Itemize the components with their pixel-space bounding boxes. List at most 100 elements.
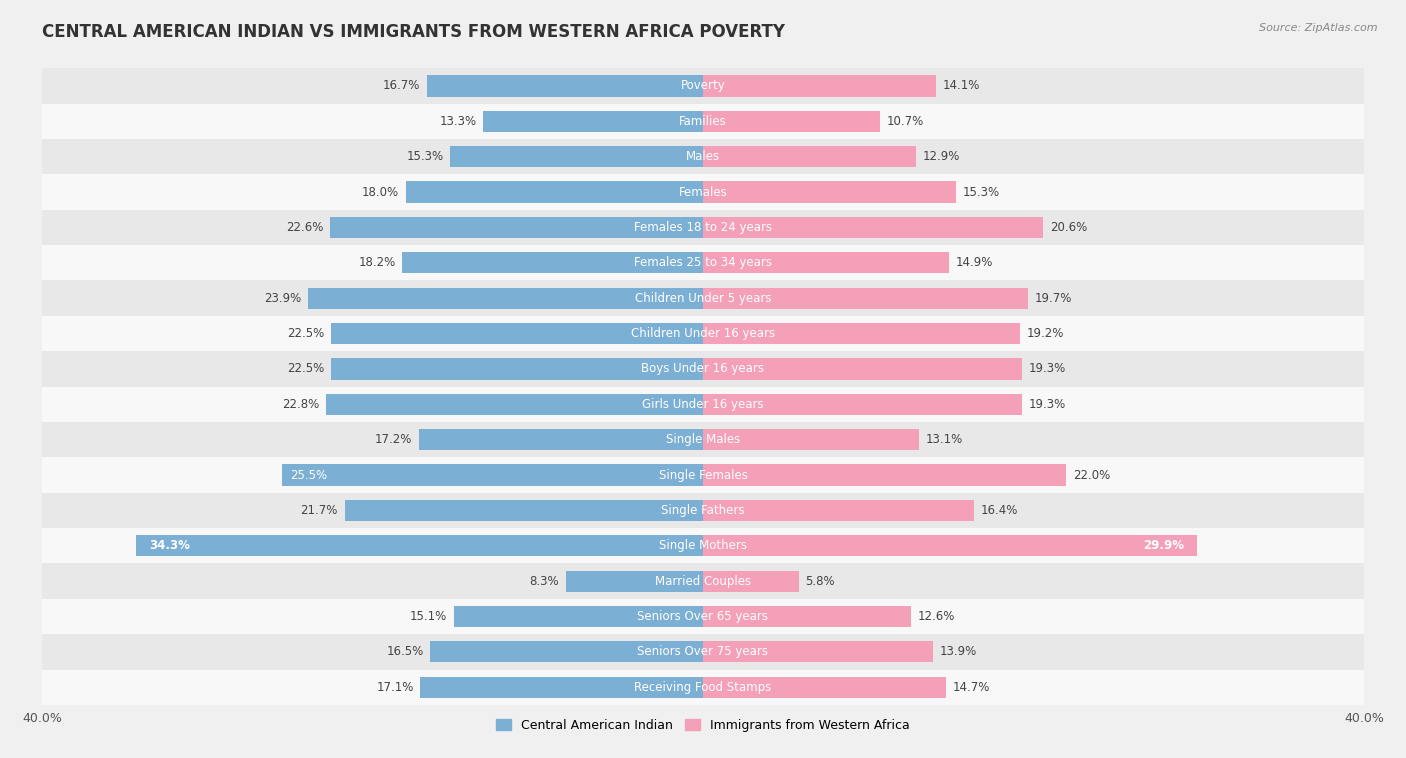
Text: Receiving Food Stamps: Receiving Food Stamps [634,681,772,694]
Legend: Central American Indian, Immigrants from Western Africa: Central American Indian, Immigrants from… [491,714,915,737]
Text: 29.9%: 29.9% [1143,539,1184,553]
Text: 16.7%: 16.7% [382,80,420,92]
Bar [344,500,703,521]
Bar [430,641,703,662]
Text: 16.4%: 16.4% [980,504,1018,517]
Text: 15.3%: 15.3% [962,186,1000,199]
Text: Females 25 to 34 years: Females 25 to 34 years [634,256,772,269]
Text: 22.8%: 22.8% [283,398,319,411]
Bar [450,146,703,168]
Bar [332,359,703,380]
Bar [402,252,703,274]
Bar [703,606,911,627]
Bar [42,104,1364,139]
Text: Seniors Over 75 years: Seniors Over 75 years [637,645,769,659]
Bar [42,387,1364,422]
Text: Girls Under 16 years: Girls Under 16 years [643,398,763,411]
Bar [42,563,1364,599]
Text: 22.5%: 22.5% [287,362,325,375]
Bar [703,500,974,521]
Bar [42,174,1364,210]
Text: 15.3%: 15.3% [406,150,444,163]
Bar [420,677,703,698]
Text: 19.3%: 19.3% [1028,362,1066,375]
Bar [42,599,1364,634]
Bar [405,181,703,202]
Text: 19.7%: 19.7% [1035,292,1073,305]
Text: 14.1%: 14.1% [942,80,980,92]
Bar [42,528,1364,563]
Bar [42,210,1364,245]
Bar [703,465,1066,486]
Bar [703,181,956,202]
Text: 13.9%: 13.9% [939,645,977,659]
Bar [427,75,703,96]
Text: 25.5%: 25.5% [290,468,328,481]
Bar [42,316,1364,351]
Text: Families: Families [679,114,727,128]
Text: Single Fathers: Single Fathers [661,504,745,517]
Bar [703,75,936,96]
Bar [703,641,932,662]
Bar [454,606,703,627]
Bar [703,252,949,274]
Text: 21.7%: 21.7% [301,504,337,517]
Bar [703,323,1021,344]
Bar [703,535,1197,556]
Text: 34.3%: 34.3% [149,539,190,553]
Text: Single Females: Single Females [658,468,748,481]
Text: 14.7%: 14.7% [952,681,990,694]
Text: 22.5%: 22.5% [287,327,325,340]
Text: CENTRAL AMERICAN INDIAN VS IMMIGRANTS FROM WESTERN AFRICA POVERTY: CENTRAL AMERICAN INDIAN VS IMMIGRANTS FR… [42,23,785,41]
Bar [326,393,703,415]
Bar [565,571,703,592]
Bar [42,280,1364,316]
Text: 17.2%: 17.2% [375,433,412,446]
Bar [703,429,920,450]
Text: 16.5%: 16.5% [387,645,423,659]
Text: Females 18 to 24 years: Females 18 to 24 years [634,221,772,234]
Bar [42,634,1364,669]
Bar [42,68,1364,104]
Bar [42,351,1364,387]
Bar [42,245,1364,280]
Text: Source: ZipAtlas.com: Source: ZipAtlas.com [1260,23,1378,33]
Bar [703,393,1022,415]
Bar [484,111,703,132]
Text: 17.1%: 17.1% [377,681,413,694]
Text: 10.7%: 10.7% [886,114,924,128]
Text: 23.9%: 23.9% [264,292,301,305]
Text: Seniors Over 65 years: Seniors Over 65 years [637,610,769,623]
Text: Single Males: Single Males [666,433,740,446]
Text: 19.3%: 19.3% [1028,398,1066,411]
Text: 12.9%: 12.9% [922,150,960,163]
Text: 20.6%: 20.6% [1050,221,1087,234]
Text: 22.6%: 22.6% [285,221,323,234]
Text: 18.0%: 18.0% [361,186,399,199]
Bar [42,139,1364,174]
Text: Poverty: Poverty [681,80,725,92]
Bar [281,465,703,486]
Text: 5.8%: 5.8% [806,575,835,587]
Text: Married Couples: Married Couples [655,575,751,587]
Bar [329,217,703,238]
Text: 8.3%: 8.3% [530,575,560,587]
Bar [42,493,1364,528]
Text: 22.0%: 22.0% [1073,468,1111,481]
Bar [136,535,703,556]
Text: 13.3%: 13.3% [440,114,477,128]
Text: 13.1%: 13.1% [927,433,963,446]
Text: Boys Under 16 years: Boys Under 16 years [641,362,765,375]
Text: 14.9%: 14.9% [956,256,993,269]
Text: 18.2%: 18.2% [359,256,395,269]
Text: Males: Males [686,150,720,163]
Text: Children Under 5 years: Children Under 5 years [634,292,772,305]
Bar [42,669,1364,705]
Text: 19.2%: 19.2% [1026,327,1064,340]
Bar [703,146,917,168]
Text: Children Under 16 years: Children Under 16 years [631,327,775,340]
Bar [703,677,946,698]
Bar [42,457,1364,493]
Text: Females: Females [679,186,727,199]
Bar [419,429,703,450]
